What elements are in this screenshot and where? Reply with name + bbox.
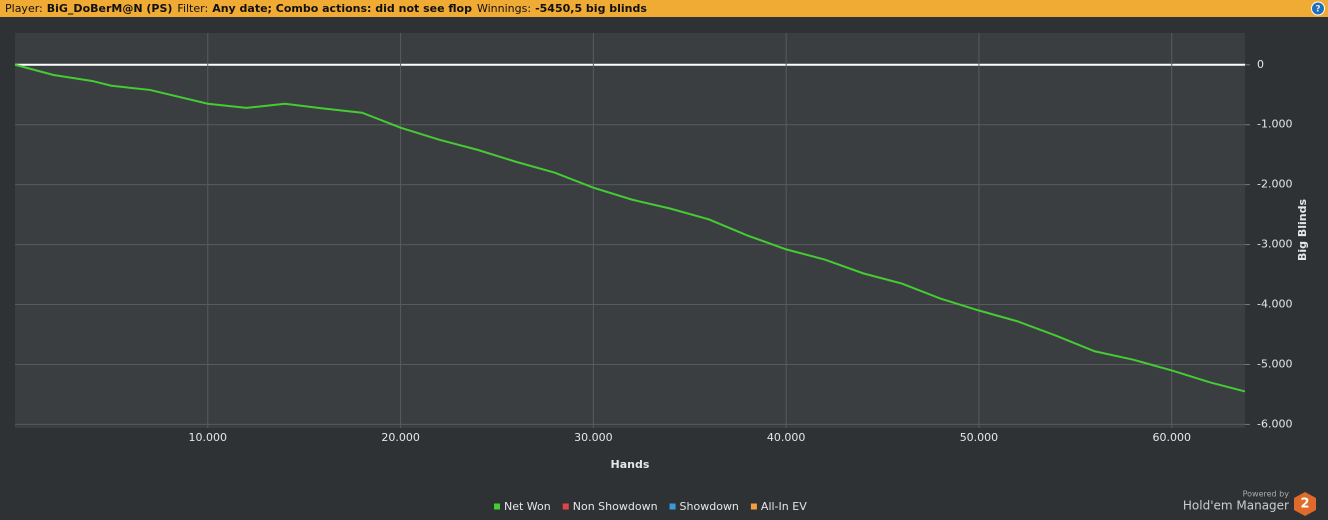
legend: Net Won Non Showdown Showdown All-In EV xyxy=(494,500,807,513)
legend-label: Net Won xyxy=(504,500,551,513)
legend-swatch xyxy=(750,503,757,510)
y-tick-label: -1.000 xyxy=(1257,118,1292,131)
plot: 0 -1.000 -2.000 -3.000 -4.000 -5.000 -6.000 10.… xyxy=(14,33,1292,444)
legend-swatch xyxy=(494,503,500,510)
logo-text: 2 xyxy=(1300,497,1309,512)
plot-area xyxy=(15,33,1245,428)
series-line xyxy=(14,63,1246,393)
x-tick-label: 30.000 xyxy=(574,431,613,444)
x-tick-label: 50.000 xyxy=(960,431,999,444)
label: Winnings: xyxy=(477,2,531,15)
y-tick-label: 0 xyxy=(1257,58,1264,71)
y-tick-label: -3.000 xyxy=(1257,238,1292,251)
y-axis-title: Big Blinds xyxy=(1296,199,1309,261)
header-bar xyxy=(0,0,1328,17)
help-button[interactable] xyxy=(1311,1,1325,16)
help-icon[interactable]: ? xyxy=(1315,5,1320,15)
value: Any date; Combo actions: did not see flo… xyxy=(212,2,472,15)
header-text: Player: BiG_DoBerM@N (PS) Filter: Any date;… xyxy=(5,2,647,15)
y-tick-label: -6.000 xyxy=(1257,417,1292,430)
x-tick-label: 40.000 xyxy=(767,431,806,444)
value: -5450,5 big blinds xyxy=(535,2,647,15)
legend-label: All-In EV xyxy=(761,500,807,513)
label: Player: xyxy=(5,2,43,15)
legend-swatch xyxy=(562,503,569,510)
x-tick-label: 60.000 xyxy=(1152,431,1191,444)
powered-by: Powered by xyxy=(1243,490,1290,499)
label: Filter: xyxy=(177,2,208,15)
x-tick-label: 10.000 xyxy=(189,431,228,444)
legend-label: Showdown xyxy=(680,500,739,513)
y-tick-label: -5.000 xyxy=(1257,357,1292,370)
x-axis-title: Hands xyxy=(611,458,650,471)
product-name: Hold'em Manager xyxy=(1183,499,1289,513)
value: BiG_DoBerM@N (PS) xyxy=(47,2,173,15)
legend-swatch xyxy=(669,503,676,510)
legend-label: Non Showdown xyxy=(573,500,658,513)
x-tick-label: 20.000 xyxy=(381,431,420,444)
y-tick-label: -4.000 xyxy=(1257,298,1292,311)
logo xyxy=(1294,492,1316,516)
y-tick-label: -2.000 xyxy=(1257,178,1292,191)
